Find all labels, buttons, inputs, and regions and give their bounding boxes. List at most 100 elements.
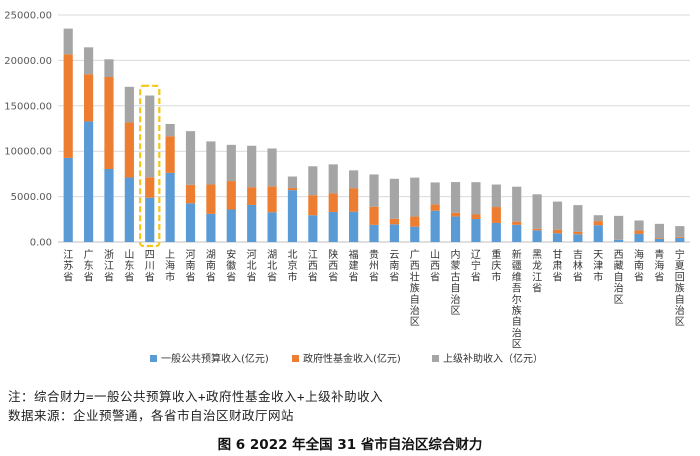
bar-segment: [512, 221, 522, 225]
bar-segment: [145, 197, 155, 242]
bar-segment: [145, 177, 155, 198]
bar-segment: [471, 219, 481, 242]
bar-segment: [226, 209, 236, 242]
y-tick-label: 20000.00: [4, 56, 52, 67]
bar-segment: [654, 223, 665, 239]
bar-segment: [165, 136, 175, 173]
highlight-box-sichuan: [139, 84, 161, 248]
y-tick-label: 0.00: [30, 238, 52, 249]
bar-segment: [267, 212, 277, 242]
bar-segment: [104, 59, 114, 78]
bar-segment: [532, 230, 542, 242]
stacked-bar-chart: 0.00 5000.00 10000.00 15000.00 20000.00 25000…: [4, 11, 690, 365]
bar-segment: [491, 207, 501, 223]
bar-segment: [593, 225, 603, 242]
bar-segment: [389, 224, 399, 242]
bar-segment: [287, 188, 298, 191]
bar-segment: [430, 204, 440, 211]
bar-segment: [389, 218, 399, 225]
bar-segment: [491, 184, 501, 208]
bar-segment: [124, 177, 134, 242]
bar-segment: [410, 216, 420, 227]
x-category-label: 贵州省: [369, 248, 379, 283]
bar-segment: [124, 86, 134, 123]
bars: [63, 28, 685, 242]
bar-segment: [267, 148, 277, 187]
x-category-label: 新疆维吾尔族自治区: [512, 248, 522, 351]
x-category-label: 山西省: [430, 249, 440, 283]
bar-segment: [226, 181, 236, 210]
x-category-label: 北京市: [287, 249, 297, 283]
bar-segment: [634, 220, 644, 231]
legend-label: 一般公共预算收入(亿元): [161, 352, 269, 365]
bar-segment: [430, 182, 440, 205]
bar-segment: [471, 214, 481, 220]
bar-segment: [573, 234, 583, 242]
bar-segment: [450, 216, 461, 242]
x-category-label: 重庆市: [491, 248, 501, 283]
x-category-label: 黑龙江省: [532, 249, 542, 295]
bar-segment: [573, 231, 583, 235]
bar-segment: [83, 47, 94, 75]
bar-segment: [226, 144, 236, 182]
x-category-label: 上海市: [165, 249, 175, 283]
bar-segment: [145, 95, 155, 178]
legend-label: 上级补助收入（亿元）: [443, 352, 543, 365]
x-category-label: 甘肃省: [552, 248, 562, 283]
x-category-label: 浙江省: [104, 249, 114, 283]
bar-segment: [185, 184, 196, 204]
bar-segment: [410, 177, 420, 217]
legend-label: 政府性基金收入(亿元): [303, 352, 401, 365]
bar-segment: [593, 215, 603, 222]
bar-segment: [206, 141, 216, 185]
bar-segment: [512, 224, 522, 242]
bar-segment: [267, 186, 277, 213]
bar-segment: [410, 226, 420, 242]
x-category-label: 四川省: [145, 250, 155, 283]
bar-segment: [614, 239, 624, 242]
bar-segment: [308, 195, 318, 216]
bar-segment: [328, 193, 338, 212]
bar-segment: [349, 170, 359, 189]
x-category-label: 山东省: [124, 249, 134, 283]
x-category-label: 青海省: [654, 248, 664, 283]
bar-segment: [165, 172, 175, 242]
legend-swatch: [432, 355, 439, 362]
grid-lines: [58, 14, 690, 243]
x-category-label: 西藏自治区: [614, 250, 624, 306]
bar-segment: [552, 201, 563, 230]
bar-segment: [124, 122, 134, 178]
legend-swatch: [150, 355, 157, 362]
bar-segment: [450, 182, 461, 213]
bar-segment: [512, 186, 522, 222]
bar-segment: [63, 54, 73, 158]
bar-segment: [247, 187, 257, 205]
bar-segment: [369, 174, 379, 207]
bar-segment: [104, 77, 114, 169]
bar-segment: [247, 145, 257, 188]
y-tick-label: 15000.00: [4, 101, 52, 112]
x-category-label: 安徽省: [226, 248, 236, 283]
x-category-label: 天津市: [593, 250, 603, 283]
bar-segment: [247, 204, 257, 242]
bar-segment: [532, 194, 542, 229]
x-category-label: 江西省: [308, 249, 318, 283]
bar-segment: [471, 182, 481, 215]
x-category-label: 吉林省: [573, 249, 583, 283]
x-category-label: 陕西省: [328, 248, 338, 283]
y-tick-label: 10000.00: [4, 147, 52, 158]
bar-segment: [552, 233, 563, 242]
bar-segment: [593, 221, 603, 226]
bar-segment: [165, 123, 175, 137]
bar-segment: [206, 184, 216, 214]
bar-segment: [675, 226, 685, 237]
x-category-label: 云南省: [389, 250, 399, 283]
bar-segment: [532, 228, 542, 231]
x-category-label: 河南省: [186, 249, 196, 283]
y-tick-label: 5000.00: [11, 192, 52, 203]
x-category-label: 河北省: [247, 249, 257, 283]
bar-segment: [104, 168, 114, 242]
x-category-label: 湖南省: [206, 249, 216, 283]
x-category-label: 湖北省: [267, 249, 277, 283]
